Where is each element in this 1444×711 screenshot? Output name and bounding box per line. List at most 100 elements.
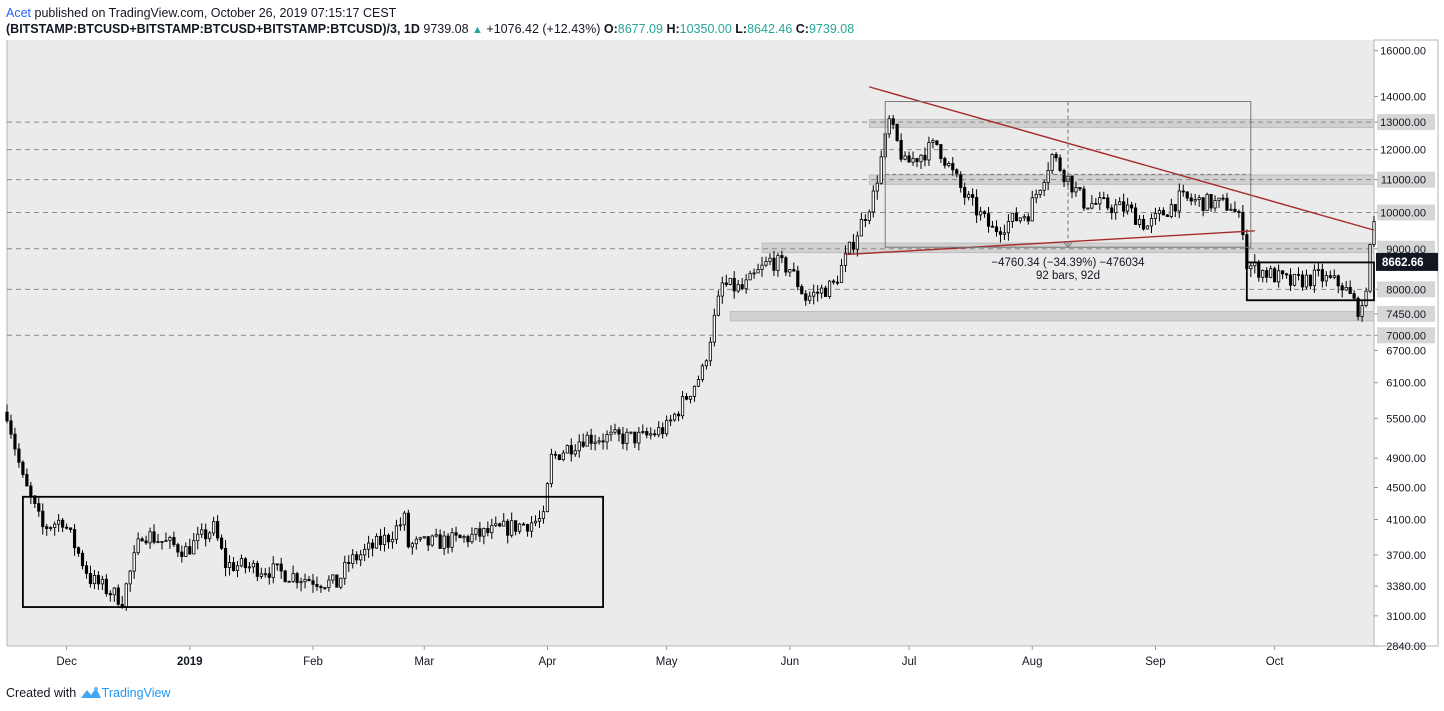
tradingview-brand[interactable]: TradingView [101,686,171,700]
candle-body [716,295,720,316]
candle-body [553,453,557,456]
candle-body [156,541,160,544]
candle-body [1038,189,1042,195]
published-text: published on TradingView.com, October 26… [34,6,397,20]
candle-body [259,573,263,577]
candle-body [164,539,168,542]
candle-body [1034,194,1038,199]
candle-body [1340,285,1344,291]
candle-body [1094,202,1098,205]
candle-body [998,231,1003,235]
candle-body [474,528,478,535]
price-tick-label: 7450.00 [1386,309,1426,321]
time-tick-label: 2019 [177,656,203,668]
candle-body [371,542,375,549]
candle-body [204,529,208,540]
candle-body [136,538,140,554]
price-tick-label: 13000.00 [1380,117,1426,129]
candle-body [919,154,923,163]
candle-body [1026,216,1030,222]
candle-body [744,279,748,290]
candle-body [581,441,585,447]
candle-body [1201,197,1205,211]
candle-body [176,544,180,553]
candle-body [1189,197,1193,202]
time-tick-label: Jun [781,656,800,668]
candle-body [339,577,343,588]
candle-body [434,534,438,537]
candle-body [760,264,764,270]
candle-body [645,431,649,436]
candle-body [1364,290,1368,306]
current-price-tag [1376,252,1438,271]
candle-body [172,537,176,546]
candle-body [911,158,915,163]
candle-body [1205,193,1209,211]
candle-body [541,511,546,519]
candle-body [57,519,61,525]
candle-body [808,295,812,301]
candle-body [895,124,899,141]
price-tick-label: 8000.00 [1386,284,1426,296]
candle-body [426,536,430,546]
candle-body [1074,187,1078,193]
candle-body [104,578,108,594]
consolidation-box [21,495,604,608]
candle-body [720,282,724,297]
candle-body [1161,210,1165,216]
candle-body [227,562,232,568]
candle-body [470,533,474,543]
candle-body [907,155,911,163]
candle-body [414,538,418,545]
candle-body [390,538,395,543]
candle-body [756,269,760,274]
candle-body [748,272,752,281]
author-link[interactable]: Acet [6,6,32,20]
low-value: 8642.46 [747,22,793,36]
candle-body [108,593,112,596]
price-tick-label: 3700.00 [1386,550,1426,562]
time-tick-label: Oct [1266,656,1285,668]
candle-body [589,434,593,444]
candle-body [72,529,77,549]
last-price: 9739.08 [423,22,469,36]
candle-body [752,272,756,275]
candle-body [597,440,601,443]
price-tick-highlight [1377,327,1435,344]
candle-body [331,574,335,581]
price-tick-highlight [1377,240,1435,257]
tradingview-logo-icon [80,687,101,698]
candle-body [45,526,49,529]
candle-body [208,532,212,540]
candle-body [537,518,542,522]
candle-body [1233,208,1237,212]
candle-body [1193,199,1197,202]
candle-body [963,187,967,198]
candle-body [216,521,220,539]
candle-body [112,587,116,596]
candle-body [9,420,13,435]
candle-body [1054,154,1058,159]
candle-body [1269,268,1273,278]
time-tick-label: Aug [1022,656,1042,668]
candle-body [1114,204,1118,214]
candle-body [1086,207,1090,210]
candle-body [549,453,554,485]
candle-body [299,581,303,584]
close-value: 9739.08 [808,22,855,36]
price-tick-label: 3100.00 [1386,611,1426,623]
candle-body [1090,202,1094,209]
candle-body [446,535,450,548]
candle-body [1122,201,1126,212]
candle-body [577,441,581,452]
candle-body [816,291,820,294]
time-tick-label: Sep [1145,656,1165,668]
candle-body [804,293,808,301]
candle-body [1281,270,1285,275]
candle-body [1058,157,1062,171]
candle-body [247,566,251,569]
time-tick-label: Mar [414,656,434,668]
candle-body [1098,197,1102,205]
candle-body [1082,188,1086,209]
